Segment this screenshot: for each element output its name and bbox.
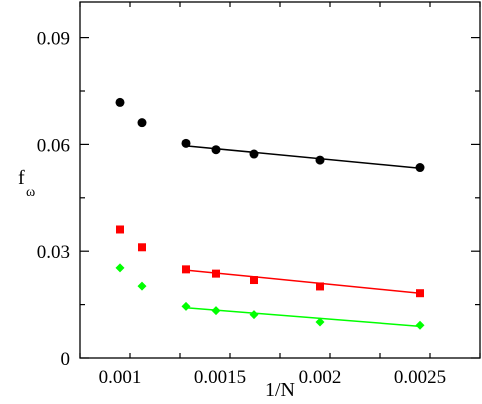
x-tick-label: 0.002 [299,367,342,388]
data-point-circle [315,155,325,165]
data-points [115,97,425,330]
x-tick-label: 0.0015 [194,367,246,388]
y-tick-label: 0 [61,349,71,370]
data-point-diamond [415,320,425,330]
data-point-circle [415,163,425,173]
fit-line-series-1 [185,269,421,294]
x-tick-label: 0.0025 [394,367,446,388]
data-point-diamond [181,301,191,311]
x-axis-label: 1/N [265,379,295,401]
data-point-circle [137,118,147,128]
data-point-square [316,282,324,291]
fit-line-series-2 [185,307,421,328]
y-tick-label: 0.03 [37,242,70,263]
plot-frame [79,1,481,359]
data-point-square [116,225,124,234]
y-axis-label: f [18,167,25,189]
axis-ticks [79,2,481,359]
fit-lines [185,145,421,328]
data-point-square [416,289,424,298]
data-point-square [250,276,258,285]
axis-tick-labels: 0.001 0.0015 0.002 0.0025 0 0.03 0.06 0.09 [37,29,446,388]
x-tick-label: 0.001 [99,367,142,388]
data-point-diamond [315,317,325,327]
data-point-circle [249,149,259,159]
data-point-circle [115,97,125,107]
data-point-diamond [249,310,259,320]
y-tick-label: 0.06 [37,135,70,156]
y-tick-label: 0.09 [37,29,70,50]
data-point-diamond [115,263,125,273]
data-point-square [182,265,190,274]
y-axis-label-subscript: ω [26,185,35,200]
data-point-diamond [211,306,221,316]
data-point-square [212,269,220,278]
data-point-square [138,243,146,252]
fit-line-series-0 [185,145,421,169]
data-point-diamond [137,281,147,291]
data-point-circle [181,138,191,148]
data-point-circle [211,145,221,155]
